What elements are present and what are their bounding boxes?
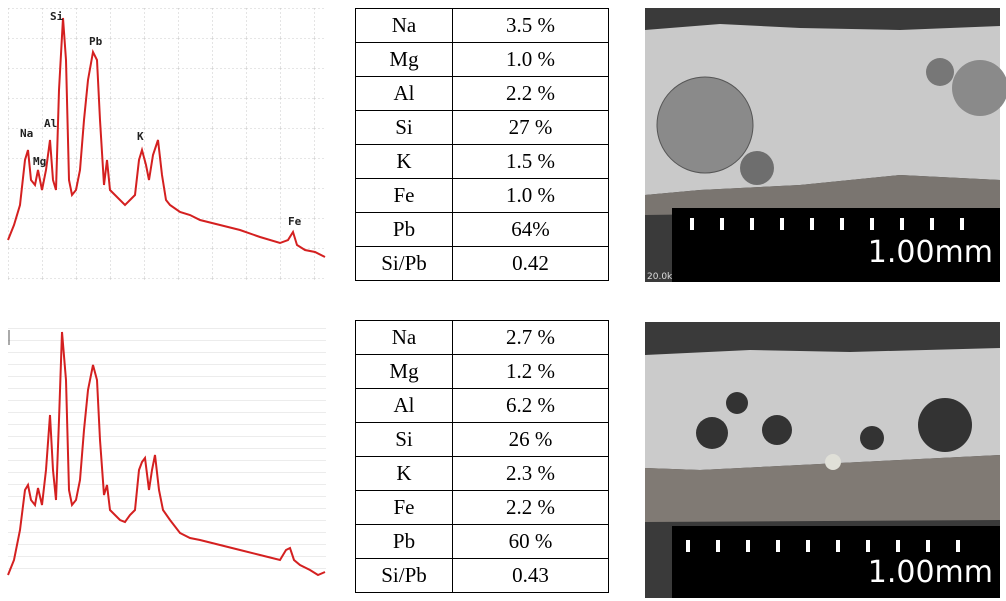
value-cell: 1.5 %	[452, 144, 609, 179]
spectrum-grid	[8, 328, 326, 580]
bubble	[726, 392, 748, 414]
micrograph-layer	[645, 348, 1000, 470]
value-cell: 26 %	[452, 422, 609, 457]
element-cell: Pb	[355, 212, 453, 247]
value-cell: 1.2 %	[452, 354, 609, 389]
value-cell: 1.0 %	[452, 178, 609, 213]
element-cell: Si	[355, 422, 453, 457]
table-row: K 2.3 %	[355, 456, 609, 491]
table-row: Fe 2.2 %	[355, 490, 609, 525]
element-cell: Al	[355, 76, 453, 111]
composition-table: Na 2.7 % Mg 1.2 % Al 6.2 % Si 26 % K 2.3 % Fe 2.2 %…	[355, 320, 609, 593]
table-row: Na 2.7 %	[355, 320, 609, 355]
element-cell: Si/Pb	[355, 558, 453, 593]
value-cell: 0.42	[452, 246, 609, 281]
value-cell: 3.5 %	[452, 8, 609, 43]
element-cell: Pb	[355, 524, 453, 559]
scale-label: 1.00mm	[868, 555, 993, 590]
bubble	[740, 151, 774, 185]
bubble	[860, 426, 884, 450]
table-row: Mg 1.2 %	[355, 354, 609, 389]
element-cell: Mg	[355, 354, 453, 389]
table-row: Fe 1.0 %	[355, 178, 609, 213]
element-cell: Na	[355, 320, 453, 355]
bubble	[926, 58, 954, 86]
peak-label: Fe	[288, 215, 302, 228]
value-cell: 64%	[452, 212, 609, 247]
table-row: Al 2.2 %	[355, 76, 609, 111]
bubble	[696, 417, 728, 449]
value-cell: 2.7 %	[452, 320, 609, 355]
peak-label: K	[137, 130, 144, 143]
bubble	[952, 60, 1006, 116]
value-cell: 0.43	[452, 558, 609, 593]
value-cell: 2.3 %	[452, 456, 609, 491]
element-cell: Na	[355, 8, 453, 43]
value-cell: 27 %	[452, 110, 609, 145]
spectrum-line	[7, 17, 326, 258]
peak-label: Na	[20, 127, 33, 140]
value-cell: 2.2 %	[452, 490, 609, 525]
element-cell: K	[355, 456, 453, 491]
table-row: Pb 64%	[355, 212, 609, 247]
table-row: K 1.5 %	[355, 144, 609, 179]
peak-label: Mg	[33, 155, 46, 168]
element-cell: Si/Pb	[355, 246, 453, 281]
scale-label: 1.00mm	[868, 235, 993, 270]
element-cell: Al	[355, 388, 453, 423]
micrograph-top: 1.00mm 20.0k	[645, 8, 1006, 282]
element-cell: Mg	[355, 42, 453, 77]
scale-bar-bg	[672, 526, 1000, 598]
micrograph-layer	[645, 175, 1000, 215]
value-cell: 2.2 %	[452, 76, 609, 111]
corner-label: 20.0k	[647, 272, 673, 282]
scale-bar-bg	[672, 208, 1000, 282]
spectrum-bottom	[7, 328, 326, 580]
table-row: Si/Pb 0.42	[355, 246, 609, 281]
element-cell: Fe	[355, 490, 453, 525]
value-cell: 60 %	[452, 524, 609, 559]
bubble	[918, 398, 972, 452]
value-cell: 6.2 %	[452, 388, 609, 423]
spectrum-top: Na Mg Al Si Pb K Fe	[7, 8, 326, 280]
table-row: Si 26 %	[355, 422, 609, 457]
composition-table: Na 3.5 % Mg 1.0 % Al 2.2 % Si 27 % K 1.5 % Fe 1.0 %…	[355, 8, 609, 281]
spectrum-line	[7, 331, 326, 577]
element-cell: Si	[355, 110, 453, 145]
scale-ticks	[686, 540, 960, 552]
micrograph-bottom: 1.00mm	[645, 322, 1000, 598]
peak-label: Al	[44, 117, 57, 130]
scale-ticks	[690, 218, 964, 230]
bubble	[656, 76, 754, 174]
element-cell: K	[355, 144, 453, 179]
element-cell: Fe	[355, 178, 453, 213]
table-row: Pb 60 %	[355, 524, 609, 559]
value-cell: 1.0 %	[452, 42, 609, 77]
spectrum-grid	[8, 8, 326, 280]
table-row: Na 3.5 %	[355, 8, 609, 43]
table-row: Si 27 %	[355, 110, 609, 145]
micrograph-layer	[645, 455, 1000, 522]
bubble	[762, 415, 792, 445]
peak-label: Pb	[89, 35, 103, 48]
table-row: Al 6.2 %	[355, 388, 609, 423]
table-row: Mg 1.0 %	[355, 42, 609, 77]
peak-label: Si	[50, 10, 64, 23]
bubble	[825, 454, 841, 470]
table-row: Si/Pb 0.43	[355, 558, 609, 593]
